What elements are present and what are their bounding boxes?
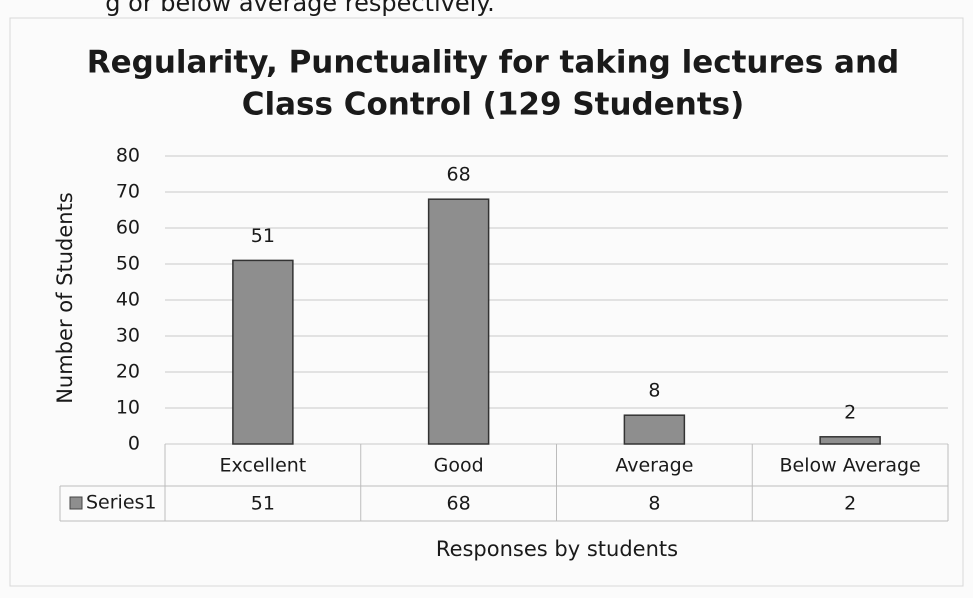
y-tick-label: 0 bbox=[128, 433, 140, 455]
data-label: 8 bbox=[648, 380, 660, 402]
bar bbox=[819, 436, 881, 445]
y-tick-label: 40 bbox=[116, 289, 140, 311]
chart-title: Class Control (129 Students) bbox=[242, 87, 745, 123]
y-tick-label: 60 bbox=[116, 217, 140, 239]
chart-title: Regularity, Punctuality for taking lectu… bbox=[87, 45, 899, 81]
bar bbox=[623, 414, 686, 445]
legend-swatch bbox=[69, 496, 83, 510]
data-label: 2 bbox=[844, 401, 856, 423]
x-tick-label: Good bbox=[434, 455, 484, 477]
x-axis-label: Responses by students bbox=[436, 537, 678, 561]
y-axis-label: Number of Students bbox=[53, 192, 77, 404]
y-tick-label: 10 bbox=[116, 397, 140, 419]
y-tick-label: 80 bbox=[116, 145, 140, 167]
caption: g or below average respectively. bbox=[105, 0, 494, 17]
data-label: 68 bbox=[447, 164, 471, 186]
data-label: 51 bbox=[251, 225, 275, 247]
table-value: 68 bbox=[447, 493, 471, 515]
table-value: 2 bbox=[844, 493, 856, 515]
y-tick-label: 50 bbox=[116, 253, 140, 275]
legend-label: Series1 bbox=[86, 492, 157, 514]
y-tick-label: 30 bbox=[116, 325, 140, 347]
table-value: 51 bbox=[251, 493, 275, 515]
bar bbox=[427, 198, 490, 445]
table-value: 8 bbox=[648, 493, 660, 515]
bar bbox=[232, 259, 294, 445]
x-tick-label: Average bbox=[615, 455, 693, 477]
y-tick-label: 70 bbox=[116, 181, 140, 203]
x-tick-label: Excellent bbox=[219, 455, 306, 477]
chart-border bbox=[9, 17, 964, 587]
y-tick-label: 20 bbox=[116, 361, 140, 383]
x-tick-label: Below Average bbox=[780, 455, 921, 477]
